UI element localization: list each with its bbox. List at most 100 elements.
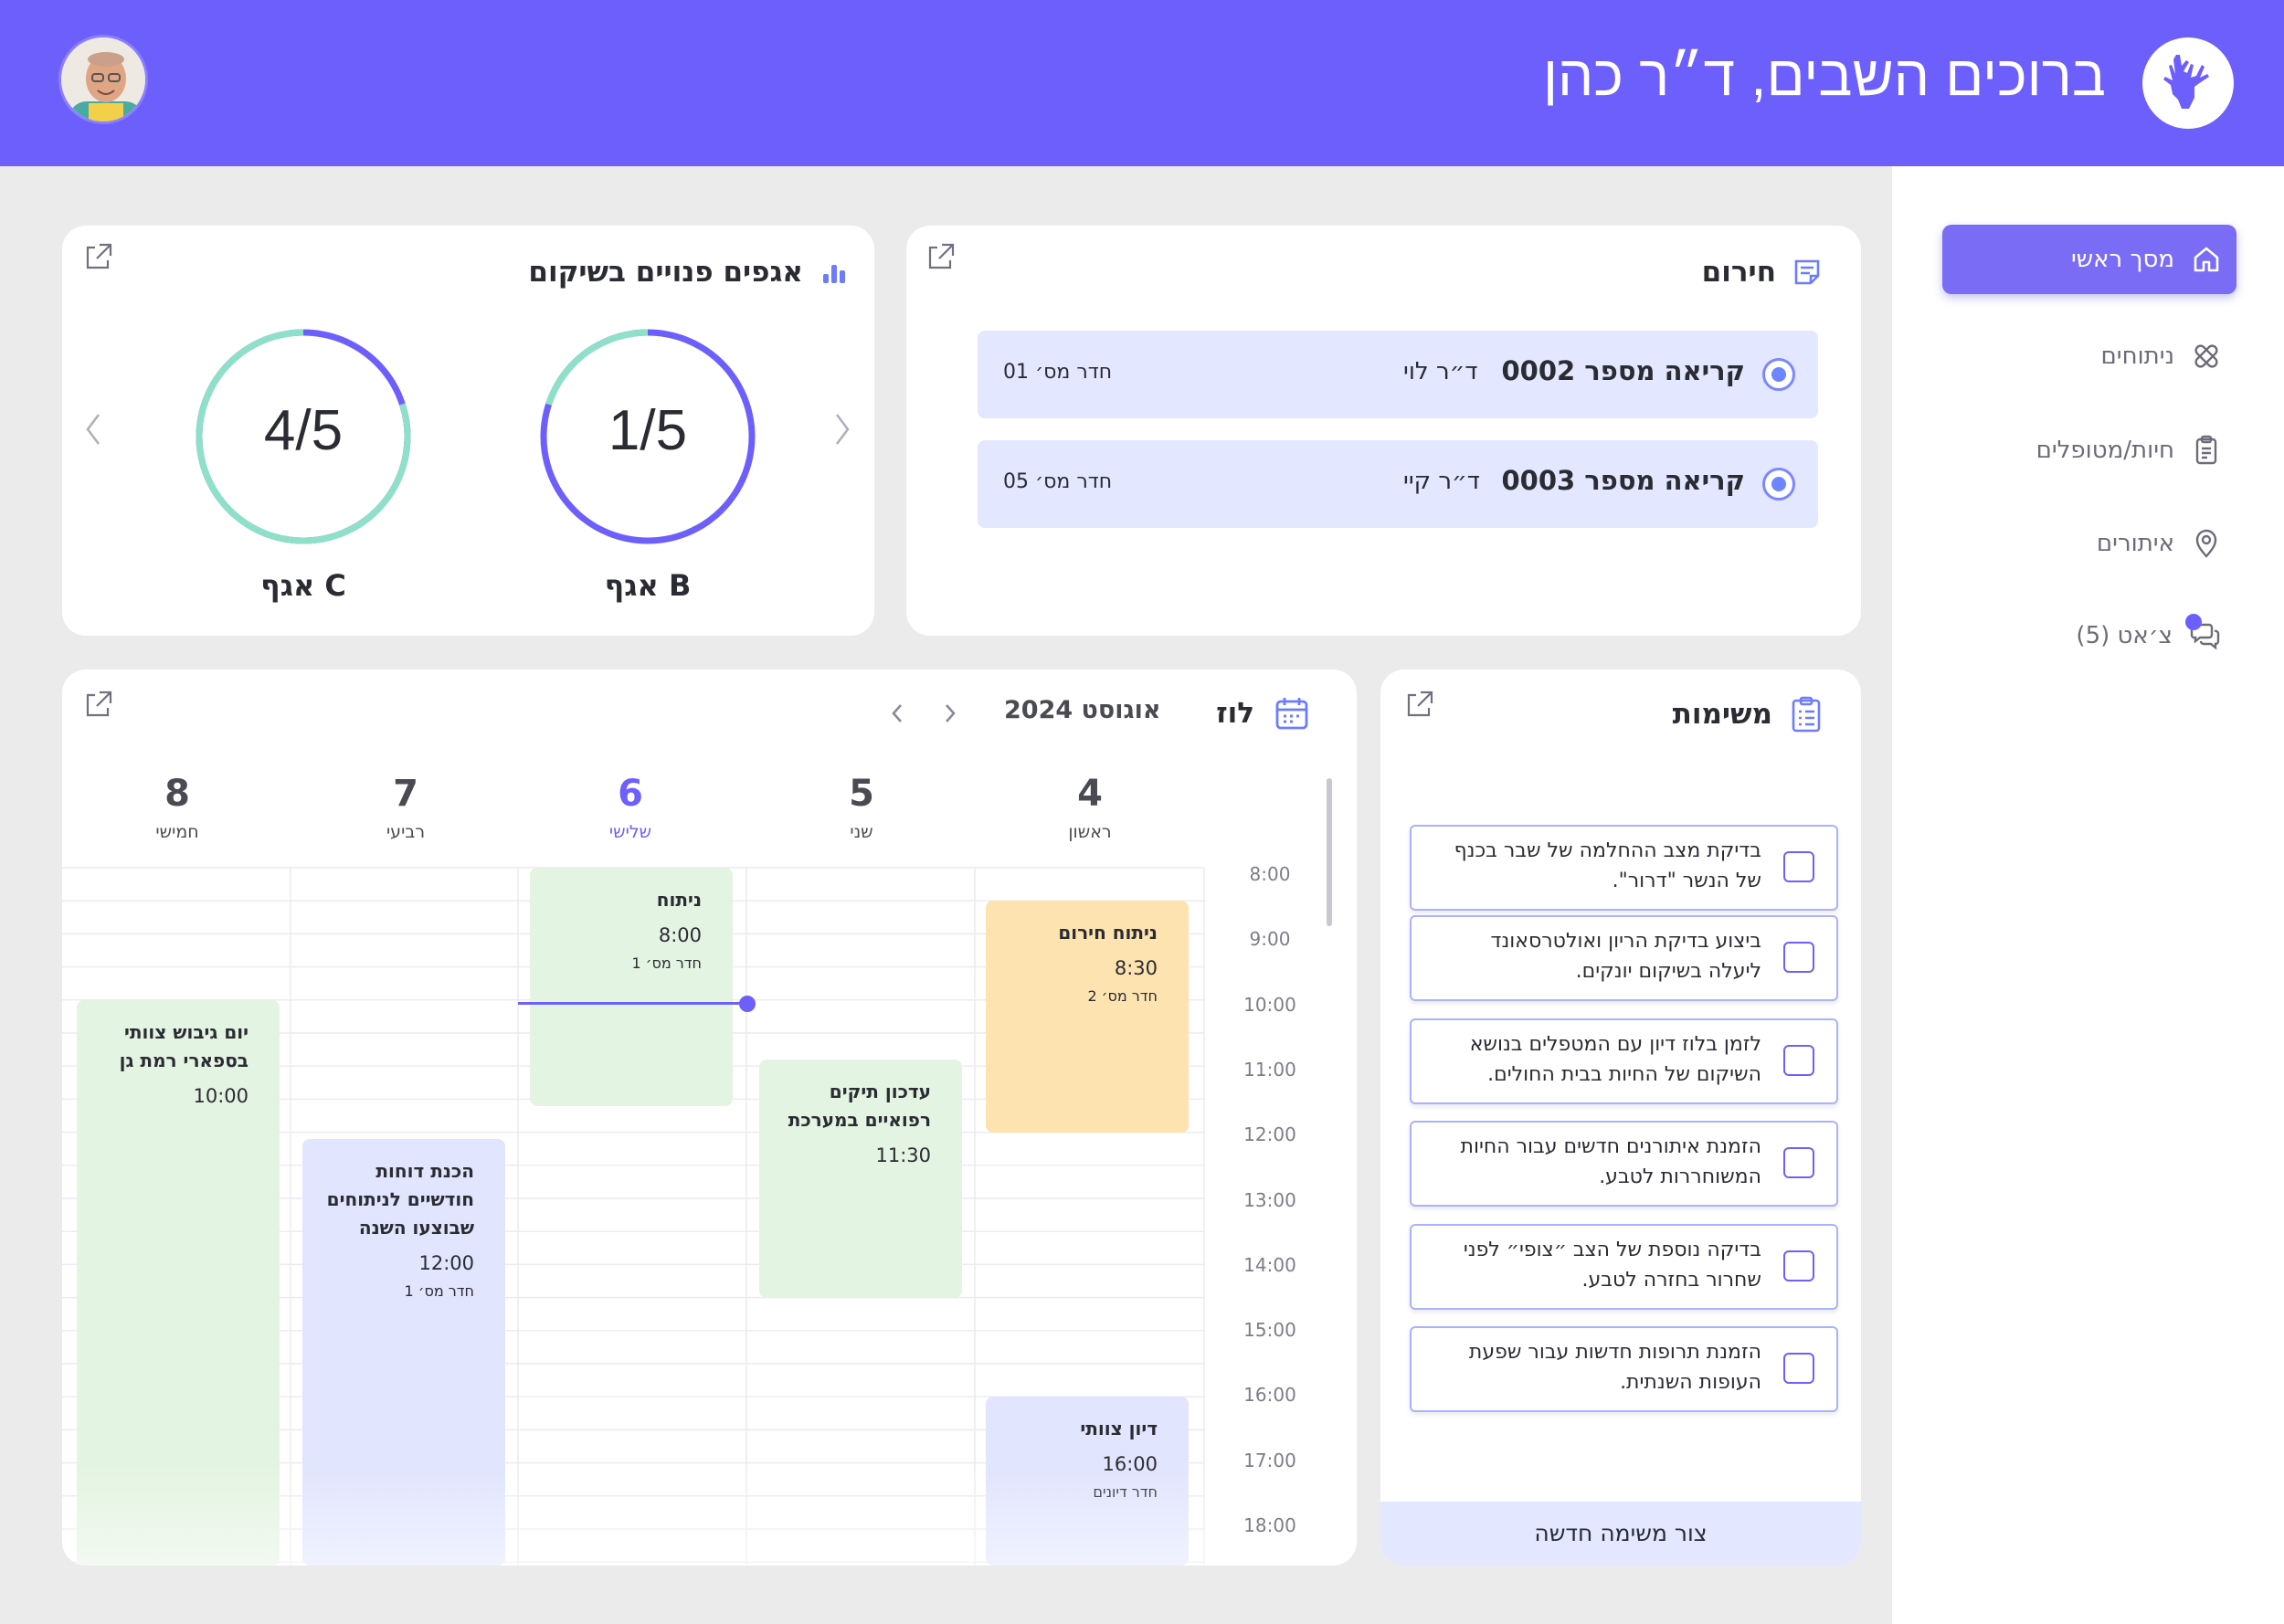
calendar-event[interactable]: דיון צוותי 16:00 חדר דיונים xyxy=(986,1397,1189,1566)
schedule-header: לוז xyxy=(1216,696,1309,731)
task-checkbox[interactable] xyxy=(1783,1353,1814,1384)
task-checkbox[interactable] xyxy=(1783,942,1814,973)
welcome-title: ברוכים השבים, ד״ר כהן xyxy=(1542,45,2106,108)
day-number[interactable]: 7 xyxy=(393,773,418,815)
sidebar-item-trackers[interactable]: איתורים xyxy=(1942,509,2236,578)
hour-label: 16:00 xyxy=(1243,1384,1296,1407)
wing-c-label: אגף C xyxy=(260,568,346,603)
calendar-icon xyxy=(1275,698,1308,730)
event-time: 16:00 xyxy=(1102,1453,1158,1476)
calendar-event[interactable]: עדכון תיקים רפואיים במערכת 11:30 xyxy=(759,1059,962,1298)
sidebar-item-chat[interactable]: צ׳אט (5) xyxy=(1942,601,2236,670)
task-text: ביצוע בדיקת הריון ואולטרסאונד ליעלה בשיק… xyxy=(1490,930,1761,983)
task-item[interactable]: הזמנת איתורנים חדשים עבור החיות המשוחררו… xyxy=(1410,1121,1838,1207)
sidebar-item-surgeries[interactable]: ניתוחים xyxy=(1942,322,2236,391)
wing-c-ring xyxy=(196,329,411,544)
task-item[interactable]: ביצוע בדיקת הריון ואולטרסאונד ליעלה בשיק… xyxy=(1410,915,1838,1001)
current-time-line xyxy=(518,1001,746,1005)
current-time-dot xyxy=(739,995,756,1012)
calendar-event[interactable]: ניתוח חירום 8:30 חדר מס׳ 2 xyxy=(986,901,1189,1133)
hour-label: 14:00 xyxy=(1243,1253,1296,1276)
task-item[interactable]: לזמן בלוז דיון עם המטפלים בנושא השיקום ש… xyxy=(1410,1018,1838,1104)
chevron-right-icon[interactable] xyxy=(831,409,853,449)
event-room: חדר דיונים xyxy=(1093,1483,1158,1502)
event-room: חדר מס׳ 1 xyxy=(404,1281,474,1300)
wing-b-value: 1/5 xyxy=(608,399,688,462)
task-item[interactable]: בדיקה נוספת של הצב ״צופי״ לפני שחרור בחז… xyxy=(1410,1224,1838,1310)
event-time: 8:00 xyxy=(658,924,702,946)
chat-bubbles-icon xyxy=(2185,614,2222,652)
alert-doctor: ד״ר לוי xyxy=(1403,358,1478,385)
event-time: 8:30 xyxy=(1114,957,1158,980)
task-checkbox[interactable] xyxy=(1783,851,1814,882)
task-text: בדיקה נוספת של הצב ״צופי״ לפני שחרור בחז… xyxy=(1463,1239,1761,1292)
day-number[interactable]: 5 xyxy=(849,773,874,815)
top-bar xyxy=(0,0,2284,166)
day-number[interactable]: 6 xyxy=(618,773,643,815)
tasks-header: משימות xyxy=(1673,696,1822,733)
day-number[interactable]: 4 xyxy=(1077,773,1103,815)
bandage-icon xyxy=(2194,344,2218,368)
ring-free-arc xyxy=(196,329,411,544)
task-checkbox[interactable] xyxy=(1783,1250,1814,1281)
wing-b-ring xyxy=(540,329,756,544)
new-task-button[interactable]: צור משימה חדשה xyxy=(1534,1520,1708,1546)
sidebar-item-patients[interactable]: חיות/מטופלים xyxy=(1942,416,2236,485)
expand-icon[interactable] xyxy=(83,689,114,720)
task-checkbox[interactable] xyxy=(1783,1045,1814,1076)
day-name: שלישי xyxy=(608,822,652,842)
event-time: 10:00 xyxy=(193,1084,248,1107)
task-item[interactable]: הזמנת תרופות חדשות עבור שפעת העופות השנת… xyxy=(1410,1326,1838,1412)
expand-icon[interactable] xyxy=(1404,689,1435,720)
event-room: חדר מס׳ 1 xyxy=(631,954,702,972)
sidebar-item-label: מסך ראשי xyxy=(2070,246,2174,273)
day-number[interactable]: 8 xyxy=(164,773,190,815)
chevron-left-icon[interactable] xyxy=(82,409,104,449)
hour-label: 11:00 xyxy=(1243,1058,1296,1081)
tasks-title: משימות xyxy=(1672,698,1772,731)
event-name: ניתוח חירום xyxy=(1058,922,1158,944)
expand-icon[interactable] xyxy=(83,241,114,272)
alert-doctor: ד״ר קיי xyxy=(1403,468,1480,495)
deer-head-icon[interactable] xyxy=(2142,37,2234,129)
alert-indicator-icon xyxy=(1762,468,1795,501)
task-checkbox[interactable] xyxy=(1783,1147,1814,1178)
tasks-card xyxy=(1380,670,1861,1566)
chevron-left-icon[interactable] xyxy=(886,700,908,727)
expand-icon[interactable] xyxy=(925,241,957,272)
avatar[interactable] xyxy=(58,35,148,124)
day-name: חמישי xyxy=(155,822,199,842)
hour-label: 12:00 xyxy=(1243,1123,1296,1146)
home-icon xyxy=(2194,247,2219,272)
alert-room: חדר מס׳ 05 xyxy=(1003,470,1113,493)
hour-label: 10:00 xyxy=(1243,993,1296,1016)
sidebar-item-label: ניתוחים xyxy=(2100,343,2174,370)
calendar-event[interactable]: ניתוח 8:00 חדר מס׳ 1 xyxy=(530,868,733,1106)
emergency-alert[interactable]: קריאה מספר 0003 ד״ר קיי חדר מס׳ 05 xyxy=(978,440,1818,528)
hour-label: 15:00 xyxy=(1243,1319,1296,1342)
sidebar xyxy=(1892,166,2284,1624)
day-name: שני xyxy=(850,822,873,842)
event-name: יום גיבוש צוותי בספארי רמת גן xyxy=(119,1020,248,1071)
location-pin-icon xyxy=(2195,529,2217,558)
task-item[interactable]: בדיקת מצב ההחלמה של שבר בכנף של הנשר "דר… xyxy=(1410,825,1838,911)
scrollbar-thumb[interactable] xyxy=(1327,778,1332,926)
ring-free-arc xyxy=(540,329,756,544)
event-time: 12:00 xyxy=(418,1251,474,1274)
alert-title: קריאה מספר 0003 xyxy=(1501,465,1745,496)
sidebar-item-home[interactable]: מסך ראשי xyxy=(1942,225,2236,294)
calendar-event[interactable]: יום גיבוש צוותי בספארי רמת גן 10:00 xyxy=(77,999,280,1566)
alert-title: קריאה מספר 0002 xyxy=(1501,355,1745,386)
hour-label: 18:00 xyxy=(1243,1514,1296,1536)
task-text: בדיקת מצב ההחלמה של שבר בכנף של הנשר "דר… xyxy=(1454,839,1761,892)
calendar-event[interactable]: הכנת דוחות חודשיים לניתוחים שבוצעו השנה 1… xyxy=(302,1138,505,1566)
checklist-icon xyxy=(1792,696,1821,733)
schedule-title: לוז xyxy=(1216,697,1254,730)
alert-indicator-icon xyxy=(1762,358,1795,391)
emergency-alert[interactable]: קריאה מספר 0002 ד״ר לוי חדר מס׳ 01 xyxy=(978,331,1818,418)
sidebar-item-label: חיות/מטופלים xyxy=(2036,437,2174,464)
hour-label: 13:00 xyxy=(1243,1188,1296,1211)
emergency-card xyxy=(906,226,1861,636)
hour-label: 9:00 xyxy=(1249,928,1291,951)
chevron-right-icon[interactable] xyxy=(939,700,961,727)
